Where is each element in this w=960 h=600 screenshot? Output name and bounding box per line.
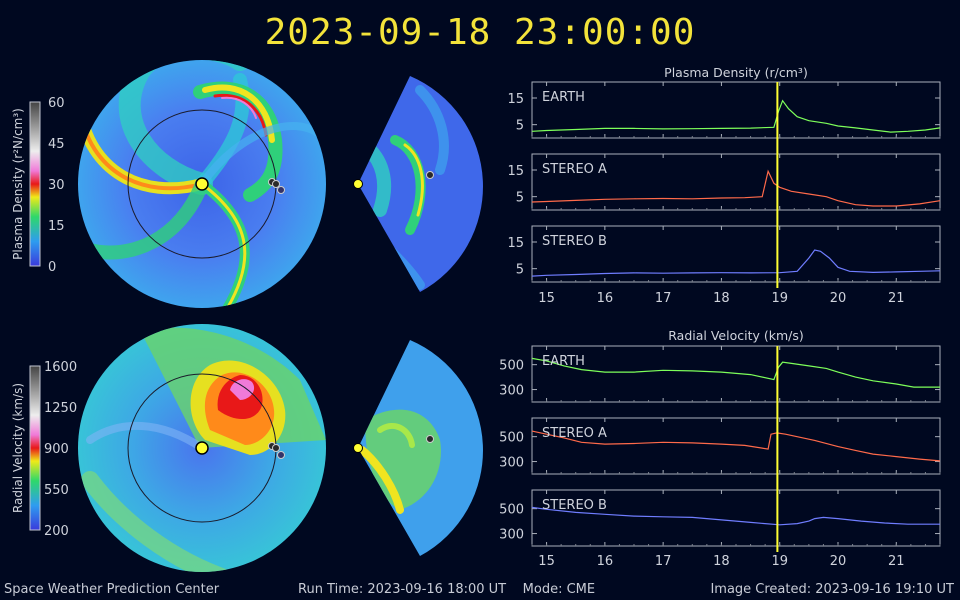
series-line-earth <box>531 99 941 133</box>
density-colorbar-tick: 60 <box>48 96 65 111</box>
x-tick-label: 19 <box>771 291 788 306</box>
velocity-colorbar-label: Radial Velocity (km/s) <box>11 383 25 513</box>
density-meridional-wedge <box>353 76 483 292</box>
velocity-colorbar-tick: 900 <box>44 442 69 457</box>
panel-label: EARTH <box>542 354 585 369</box>
density-colorbar-label: Plasma Density (r²N/cm³) <box>11 108 25 260</box>
x-tick-label: 17 <box>655 291 672 306</box>
footer-run-time: Run Time: 2023-09-16 18:00 UT Mode: CME <box>298 582 595 597</box>
density-ecliptic-map <box>78 60 326 308</box>
mode-text: Mode: CME <box>522 582 596 597</box>
series-line-stereo-b <box>531 249 941 277</box>
density-colorbar-tick: 0 <box>48 260 56 275</box>
series-line-stereo-b <box>531 506 940 526</box>
series-line-stereo-a <box>531 169 941 207</box>
run-time-text: Run Time: 2023-09-16 18:00 UT <box>298 582 507 597</box>
panel-label: EARTH <box>542 90 585 105</box>
panel-label: STEREO A <box>542 162 607 177</box>
x-tick-label: 17 <box>655 554 672 569</box>
radial-velocity-chart: Radial Velocity (km/s) 500 300 EARTH 500 300 S… <box>499 328 941 569</box>
panel-frame <box>531 345 941 403</box>
x-tick-label: 15 <box>538 291 555 306</box>
velocity-colorbar-tick: 1250 <box>44 401 77 416</box>
velocity-colorbar-tick: 550 <box>44 483 69 498</box>
density-colorbar-tick: 15 <box>48 219 65 234</box>
velocity-meridional-wedge <box>353 340 483 556</box>
x-tick-label: 18 <box>713 554 730 569</box>
velocity-colorbar-tick: 200 <box>44 524 69 539</box>
y-tick-label: 5 <box>516 191 524 206</box>
panel-label: STEREO A <box>542 426 607 441</box>
x-tick-label: 15 <box>538 554 555 569</box>
x-tick-label: 20 <box>830 554 847 569</box>
y-tick-label: 15 <box>507 236 524 251</box>
y-tick-label: 300 <box>499 456 524 471</box>
timestamp-title: 2023-09-18 23:00:00 <box>264 12 696 53</box>
panel-label: STEREO B <box>542 234 607 249</box>
x-tick-label: 16 <box>597 554 614 569</box>
velocity-colorbar-tick: 1600 <box>44 360 77 375</box>
y-tick-label: 500 <box>499 359 524 374</box>
y-tick-label: 5 <box>516 263 524 278</box>
x-tick-label: 21 <box>888 554 905 569</box>
y-tick-label: 300 <box>499 384 524 399</box>
panel-frame <box>531 81 941 139</box>
x-tick-label: 16 <box>597 291 614 306</box>
y-tick-label: 15 <box>507 92 524 107</box>
x-tick-label: 18 <box>713 291 730 306</box>
x-tick-label: 21 <box>888 291 905 306</box>
x-tick-label: 19 <box>771 554 788 569</box>
plasma-density-chart: Plasma Density (r/cm³) 15 5 EARTH 15 5 STEREO … <box>507 65 941 306</box>
chart-title: Plasma Density (r/cm³) <box>664 65 808 80</box>
y-tick-label: 500 <box>499 431 524 446</box>
x-tick-label: 20 <box>830 291 847 306</box>
y-tick-label: 500 <box>499 503 524 518</box>
series-line-earth <box>531 357 940 388</box>
footer-org: Space Weather Prediction Center <box>4 582 220 597</box>
y-tick-label: 15 <box>507 164 524 179</box>
velocity-colorbar: 1600 1250 900 550 200 Radial Velocity (k… <box>11 360 77 539</box>
y-tick-label: 300 <box>499 528 524 543</box>
y-tick-label: 5 <box>516 119 524 134</box>
chart-title: Radial Velocity (km/s) <box>668 328 804 343</box>
density-colorbar-tick: 45 <box>48 137 65 152</box>
density-colorbar: 60 45 30 15 0 Plasma Density (r²N/cm³) <box>11 96 65 275</box>
density-colorbar-tick: 30 <box>48 178 65 193</box>
panel-label: STEREO B <box>542 498 607 513</box>
velocity-ecliptic-map <box>78 324 326 572</box>
footer-image-created: Image Created: 2023-09-16 19:10 UT <box>710 582 954 597</box>
series-line-stereo-a <box>531 430 941 462</box>
